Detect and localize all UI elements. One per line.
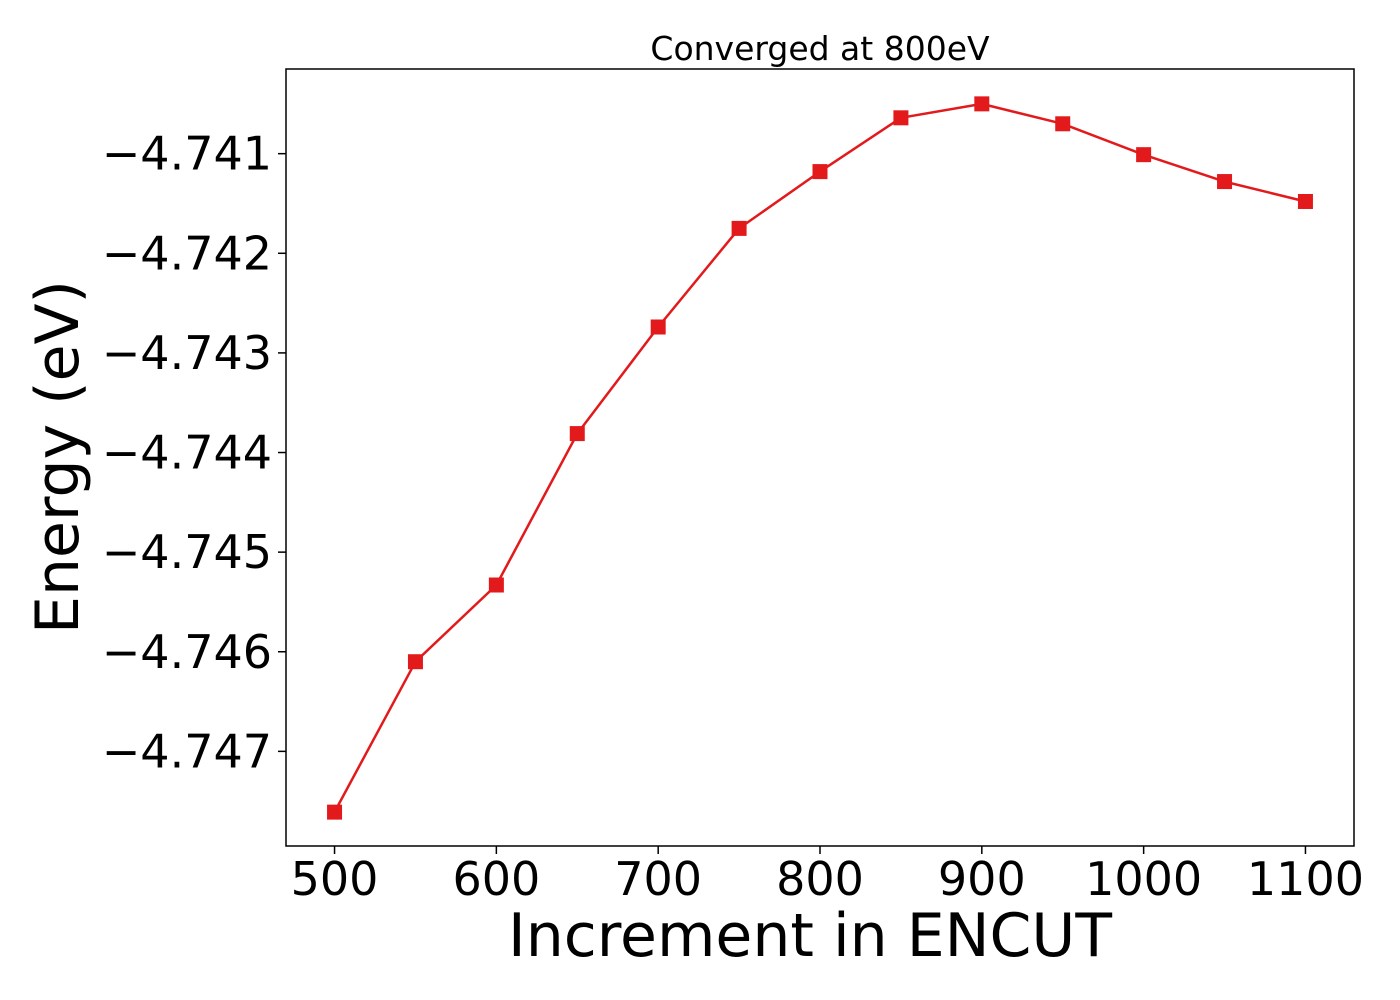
- x-tick-label: 800: [776, 852, 864, 906]
- data-point-marker: [569, 426, 585, 442]
- y-tick-label: −4.741: [102, 127, 272, 181]
- y-axis: −4.747 −4.746 −4.745 −4.744 −4.743 −4.742 −4.7…: [102, 127, 286, 778]
- x-tick-label: 600: [452, 852, 540, 906]
- y-tick-label: −4.745: [102, 525, 272, 579]
- series-line: [333, 102, 1306, 813]
- data-point-marker: [974, 96, 990, 112]
- plot-area-frame: [285, 68, 1355, 847]
- data-point-marker: [1055, 116, 1071, 132]
- data-point-marker: [1136, 147, 1152, 163]
- data-point-marker: [1217, 174, 1233, 190]
- x-tick-label: 1100: [1247, 852, 1364, 906]
- x-tick-label: 500: [291, 852, 379, 906]
- chart-title: Converged at 800eV: [650, 29, 990, 68]
- data-point-marker: [327, 804, 343, 820]
- y-tick-label: −4.743: [102, 326, 272, 380]
- y-tick-label: −4.744: [102, 426, 272, 480]
- x-tick-label: 1000: [1085, 852, 1202, 906]
- series-layer: [327, 96, 1313, 820]
- x-axis: 500 600 700 800 900 1000 1100: [291, 846, 1364, 906]
- data-point-marker: [650, 319, 666, 335]
- data-point-marker: [1297, 193, 1313, 209]
- data-point-marker: [488, 577, 504, 593]
- y-tick-label: −4.742: [102, 226, 272, 280]
- x-tick-label: 900: [938, 852, 1026, 906]
- x-tick-label: 700: [614, 852, 702, 906]
- y-tick-label: −4.747: [102, 724, 272, 778]
- data-point-marker: [731, 220, 747, 236]
- y-axis-label: Energy (eV): [23, 280, 93, 634]
- data-point-marker: [407, 654, 423, 670]
- x-axis-label: Increment in ENCUT: [508, 901, 1112, 971]
- y-tick-label: −4.746: [102, 625, 272, 679]
- data-point-marker: [812, 164, 828, 180]
- data-point-marker: [893, 110, 909, 126]
